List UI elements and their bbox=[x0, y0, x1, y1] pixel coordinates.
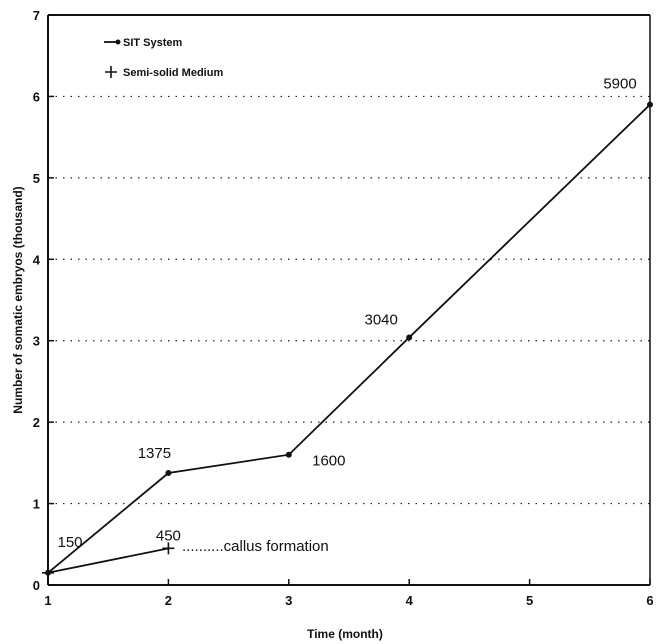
plot-frame bbox=[47, 14, 651, 586]
series-1-point-0 bbox=[42, 566, 54, 579]
legend-swatch-plus-1 bbox=[105, 66, 117, 78]
data-label-series-0-point-0: 150 bbox=[57, 534, 82, 551]
series-0-point-2 bbox=[285, 451, 292, 458]
x-axis-ticks: 1 2 3 4 5 6 bbox=[44, 579, 654, 608]
y-tick-label-7: 7 bbox=[33, 8, 40, 23]
y-tick-label-6: 6 bbox=[33, 89, 40, 104]
y-axis-ticks: 0 1 2 3 4 5 6 7 bbox=[33, 8, 54, 593]
series-line-1 bbox=[47, 547, 169, 574]
x-tick-label-6: 6 bbox=[646, 593, 653, 608]
series-0-point-3 bbox=[406, 334, 413, 341]
data-labels: 150 1375 1600 3040 5900 450 bbox=[57, 76, 636, 551]
x-tick-label-2: 2 bbox=[165, 593, 172, 608]
y-tick-label-5: 5 bbox=[33, 171, 40, 186]
callus-formation-annotation: ..........callus formation bbox=[182, 538, 329, 555]
y-tick-label-2: 2 bbox=[33, 415, 40, 430]
x-axis-title: Time (month) bbox=[307, 627, 383, 641]
data-label-series-0-point-4: 5900 bbox=[603, 76, 636, 93]
data-label-series-0-point-2: 1600 bbox=[312, 453, 345, 470]
data-label-series-0-point-3: 3040 bbox=[365, 311, 398, 328]
y-axis-title: Number of somatic embryos (thousand) bbox=[11, 186, 25, 413]
legend-swatch-dot-0 bbox=[115, 39, 121, 45]
series-0-point-1 bbox=[165, 470, 172, 477]
y-tick-label-4: 4 bbox=[33, 252, 41, 267]
x-tick-label-3: 3 bbox=[285, 593, 292, 608]
legend: SIT System Semi-solid Medium bbox=[104, 37, 223, 79]
series-0-point-4 bbox=[647, 101, 653, 108]
y-tick-label-0: 0 bbox=[33, 578, 40, 593]
y-tick-label-3: 3 bbox=[33, 334, 40, 349]
x-tick-label-5: 5 bbox=[526, 593, 533, 608]
series-1-point-1 bbox=[162, 542, 175, 555]
x-tick-label-4: 4 bbox=[406, 593, 414, 608]
data-label-series-1-point-1: 450 bbox=[156, 527, 181, 544]
series-line-0 bbox=[47, 103, 651, 574]
y-tick-label-1: 1 bbox=[33, 497, 40, 512]
legend-label-0: SIT System bbox=[123, 37, 183, 49]
legend-label-1: Semi-solid Medium bbox=[123, 67, 223, 79]
x-tick-label-1: 1 bbox=[44, 593, 51, 608]
series-layer bbox=[42, 101, 653, 579]
grid-lines bbox=[48, 95, 650, 505]
data-label-series-0-point-1: 1375 bbox=[138, 445, 171, 462]
